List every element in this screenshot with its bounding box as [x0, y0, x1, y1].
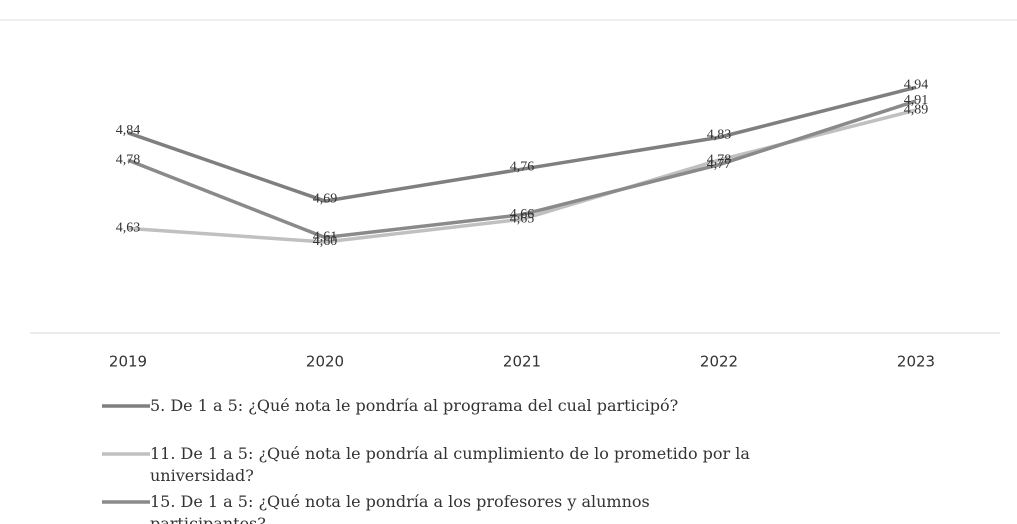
value-label: 4,89	[904, 102, 929, 117]
value-label: 4,65	[510, 211, 535, 226]
value-label: 4,63	[116, 221, 141, 236]
legend-label: 15. De 1 a 5: ¿Qué nota le pondría a los…	[150, 492, 650, 524]
value-label: 4,61	[313, 230, 338, 245]
value-label: 4,78	[707, 152, 732, 167]
value-label: 4,84	[116, 123, 141, 138]
legend-item: 11. De 1 a 5: ¿Qué nota le pondría al cu…	[150, 444, 750, 485]
value-label: 4,91	[904, 93, 929, 108]
value-label: 4,69	[313, 191, 338, 206]
legend-item: 5. De 1 a 5: ¿Qué nota le pondría al pro…	[150, 396, 679, 415]
legend-label: 5. De 1 a 5: ¿Qué nota le pondría al pro…	[150, 396, 679, 415]
line-series	[127, 85, 917, 203]
line-series	[127, 99, 917, 240]
legend-item: 15. De 1 a 5: ¿Qué nota le pondría a los…	[150, 492, 650, 524]
legend-label: 11. De 1 a 5: ¿Qué nota le pondría al cu…	[150, 444, 750, 485]
value-label: 4,94	[904, 78, 929, 93]
x-tick-label: 2019	[109, 353, 147, 371]
x-tick-label: 2020	[306, 353, 344, 371]
value-label: 4,83	[707, 128, 732, 143]
x-tick-label: 2021	[503, 353, 541, 371]
value-label: 4,77	[707, 157, 732, 172]
value-label: 4,66	[510, 207, 535, 222]
value-label: 4,78	[116, 152, 141, 167]
x-tick-label: 2023	[897, 353, 935, 371]
value-label: 4,76	[510, 159, 535, 174]
value-label: 4,60	[313, 234, 338, 249]
x-tick-label: 2022	[700, 353, 738, 371]
